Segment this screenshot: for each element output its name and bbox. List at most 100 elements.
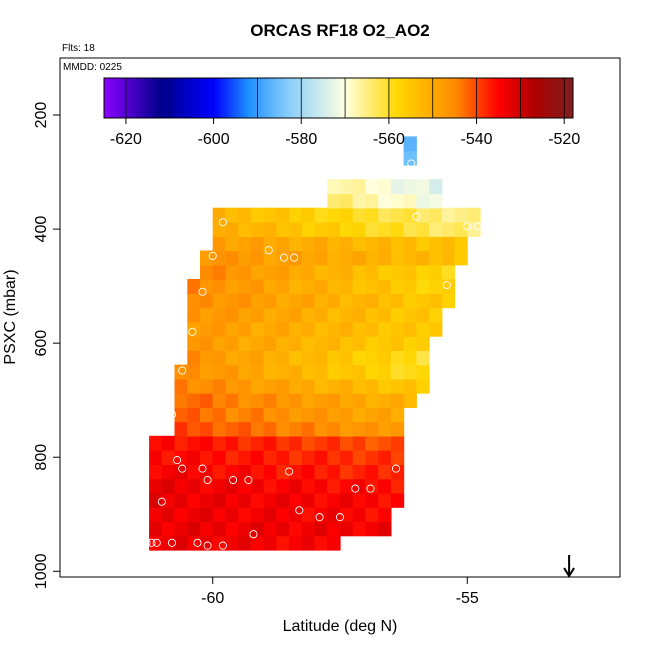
heatmap-cell: [250, 250, 265, 266]
heatmap-cell: [340, 250, 354, 266]
heatmap-cell: [301, 464, 316, 480]
sample-point: [285, 467, 294, 476]
heatmap-cell: [200, 478, 214, 494]
heatmap-cell: [301, 421, 316, 437]
heatmap-cell: [352, 179, 366, 195]
heatmap-cell: [314, 393, 328, 408]
heatmap-cell: [403, 307, 417, 323]
heatmap-cell: [378, 507, 392, 522]
sample-point: [315, 513, 324, 522]
heatmap-cell: [238, 250, 252, 266]
sample-point: [203, 475, 212, 485]
heatmap-cell: [174, 478, 188, 494]
heatmap-cell: [187, 407, 201, 423]
sample-point: [198, 287, 207, 296]
heatmap-cell: [200, 350, 214, 366]
heatmap-cell: [365, 193, 379, 209]
heatmap-cell: [467, 207, 481, 223]
heatmap-cell: [289, 421, 303, 437]
heatmap-cell: [263, 492, 277, 508]
heatmap-cell: [250, 222, 265, 237]
heatmap-cell: [429, 321, 443, 337]
heatmap-cell: [250, 407, 265, 423]
heatmap-cell: [327, 421, 341, 437]
heatmap-cell: [441, 207, 456, 223]
heatmap-cell: [327, 250, 341, 266]
heatmap-cell: [263, 407, 277, 423]
heatmap-cell: [340, 407, 354, 423]
heatmap-cell: [352, 236, 366, 252]
heatmap-cell: [340, 350, 354, 366]
heatmap-cell: [187, 350, 201, 366]
sample-point: [437, 360, 446, 369]
heatmap-cell: [340, 279, 354, 294]
heatmap-cell: [365, 293, 379, 309]
heatmap-cell: [263, 535, 277, 551]
heatmap-cell: [276, 293, 290, 309]
heatmap-cell: [276, 435, 290, 451]
heatmap-cell: [250, 207, 265, 223]
heatmap-cell: [263, 207, 277, 223]
heatmap-cell: [200, 321, 214, 337]
heatmap-cell: [454, 236, 468, 252]
sample-point: [193, 538, 202, 547]
heatmap-cell: [340, 307, 354, 323]
heatmap-cell: [238, 492, 252, 508]
heatmap-cell: [276, 336, 290, 351]
heatmap-cell: [403, 207, 417, 223]
heatmap-cell: [250, 293, 265, 309]
heatmap-cell: [174, 535, 188, 551]
heatmap-cell: [340, 321, 354, 337]
heatmap-cell: [238, 393, 252, 408]
heatmap-cell: [225, 521, 239, 537]
heatmap-cell: [352, 321, 366, 337]
heatmap-cell: [352, 378, 366, 394]
heatmap-cell: [174, 421, 188, 437]
y-axis: 200 400 600 800 1000: [33, 102, 61, 589]
heatmap-cell: [149, 492, 163, 508]
heatmap-cell: [327, 350, 341, 366]
sample-point: [178, 366, 187, 375]
heatmap-cell: [390, 393, 405, 408]
heatmap-cell: [429, 293, 443, 309]
heatmap-cell: [225, 350, 239, 366]
heatmap-cell: [212, 450, 226, 465]
heatmap-cell: [212, 521, 226, 537]
heatmap-cell: [289, 350, 303, 366]
heatmap-cell: [238, 450, 252, 465]
heatmap-cell: [238, 421, 252, 437]
heatmap-cell: [250, 307, 265, 323]
heatmap-cell: [149, 435, 163, 451]
heatmap-cell: [365, 364, 379, 380]
heatmap-cell: [314, 236, 328, 252]
heatmap-cell: [263, 350, 277, 366]
heatmap-cell: [429, 236, 443, 252]
heatmap-cell: [200, 521, 214, 537]
heatmap-cell: [225, 321, 239, 337]
heatmap-cell: [250, 507, 265, 522]
heatmap-cell: [225, 421, 239, 437]
heatmap-cell: [187, 492, 201, 508]
heatmap-cell: [174, 393, 188, 408]
heatmap-cell: [403, 236, 417, 252]
heatmap-cell: [250, 535, 265, 551]
heatmap-cell: [378, 492, 392, 508]
colorbar-gradient: [103, 77, 574, 119]
heatmap-cell: [161, 450, 176, 465]
heatmap-cell: [250, 464, 265, 480]
heatmap-cell: [327, 279, 341, 294]
heatmap-cell: [149, 507, 163, 522]
heatmap-cell: [174, 364, 188, 380]
heatmap-cell: [340, 435, 354, 451]
heatmap-cell: [403, 350, 417, 366]
heatmap-cell: [276, 279, 290, 294]
heatmap-cell: [276, 378, 290, 394]
heatmap-cell: [378, 336, 392, 351]
heatmap-cell: [390, 250, 405, 266]
heatmap-cell: [301, 364, 316, 380]
heatmap-cell: [289, 336, 303, 351]
heatmap-cell: [340, 393, 354, 408]
colorbar-tick-label: -620: [110, 131, 142, 148]
heatmap-cell: [301, 321, 316, 337]
